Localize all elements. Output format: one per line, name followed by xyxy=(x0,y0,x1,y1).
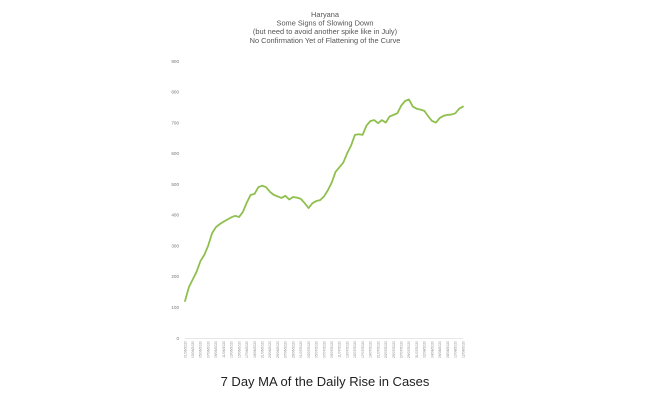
x-tick-label: 31/07/2020 xyxy=(415,341,419,358)
x-tick-label: 12/08/2020 xyxy=(461,341,465,358)
x-tick-label: 11/07/2020 xyxy=(338,341,342,358)
x-tick-label: 17/06/2020 xyxy=(245,341,249,358)
series-line xyxy=(184,98,464,302)
x-tick-label: 15/07/2020 xyxy=(353,341,357,358)
x-tick-label: 25/06/2020 xyxy=(276,341,280,358)
y-tick-label: 800 xyxy=(171,90,179,95)
x-tick-label: 17/07/2020 xyxy=(361,341,365,358)
chart-title-line: (but need to avoid another spike like in… xyxy=(253,27,397,36)
x-tick-label: 04/08/2020 xyxy=(430,341,434,358)
y-tick-label: 500 xyxy=(171,182,179,187)
x-tick-label: 21/07/2020 xyxy=(376,341,380,358)
x-tick-label: 06/08/2020 xyxy=(438,341,442,358)
y-tick-label: 100 xyxy=(171,305,179,310)
y-axis-ticks: 0 100 200 300 400 500 600 700 800 900 xyxy=(171,59,179,341)
chart-caption: 7 Day MA of the Daily Rise in Cases xyxy=(220,374,430,389)
x-tick-label: 19/06/2020 xyxy=(253,341,257,358)
x-tick-label: 25/07/2020 xyxy=(392,341,396,358)
x-tick-label: 29/06/2020 xyxy=(291,341,295,358)
x-tick-label: 02/08/2020 xyxy=(423,341,427,358)
x-tick-label: 09/07/2020 xyxy=(330,341,334,358)
x-tick-label: 01/06/2020 xyxy=(183,341,187,358)
x-tick-label: 09/06/2020 xyxy=(214,341,218,358)
x-tick-label: 05/06/2020 xyxy=(199,341,203,358)
x-tick-label: 15/06/2020 xyxy=(237,341,241,358)
x-tick-label: 27/07/2020 xyxy=(400,341,404,358)
x-tick-label: 23/07/2020 xyxy=(384,341,388,358)
x-tick-label: 29/07/2020 xyxy=(407,341,411,358)
x-tick-label: 07/06/2020 xyxy=(206,341,210,358)
x-tick-label: 07/07/2020 xyxy=(322,341,326,358)
x-axis-ticks: 01/06/2020 03/06/2020 05/06/2020 07/06/2020… xyxy=(183,341,465,358)
x-tick-label: 13/06/2020 xyxy=(230,341,234,358)
y-tick-label: 400 xyxy=(171,213,179,218)
x-tick-label: 10/08/2020 xyxy=(454,341,458,358)
y-tick-label: 900 xyxy=(171,59,179,64)
chart-title-line: Some Signs of Slowing Down xyxy=(277,19,374,28)
x-tick-label: 23/06/2020 xyxy=(268,341,272,358)
y-tick-label: 600 xyxy=(171,151,179,156)
y-tick-label: 700 xyxy=(171,120,179,125)
y-tick-label: 300 xyxy=(171,243,179,248)
y-tick-label: 0 xyxy=(176,336,179,341)
x-tick-label: 19/07/2020 xyxy=(369,341,373,358)
x-tick-label: 05/07/2020 xyxy=(315,341,319,358)
chart-title-line: Haryana xyxy=(311,10,340,19)
y-tick-label: 200 xyxy=(171,274,179,279)
x-tick-label: 08/08/2020 xyxy=(446,341,450,358)
chart-title-line: No Confirmation Yet of Flattening of the… xyxy=(250,36,401,45)
x-tick-label: 01/07/2020 xyxy=(299,341,303,358)
x-tick-label: 03/06/2020 xyxy=(191,341,195,358)
x-tick-label: 13/07/2020 xyxy=(345,341,349,358)
chart-panel: Haryana Some Signs of Slowing Down (but ne… xyxy=(163,0,493,370)
x-tick-label: 21/06/2020 xyxy=(261,341,265,358)
x-tick-label: 27/06/2020 xyxy=(284,341,288,358)
x-tick-label: 03/07/2020 xyxy=(307,341,311,358)
x-tick-label: 11/06/2020 xyxy=(222,341,226,358)
